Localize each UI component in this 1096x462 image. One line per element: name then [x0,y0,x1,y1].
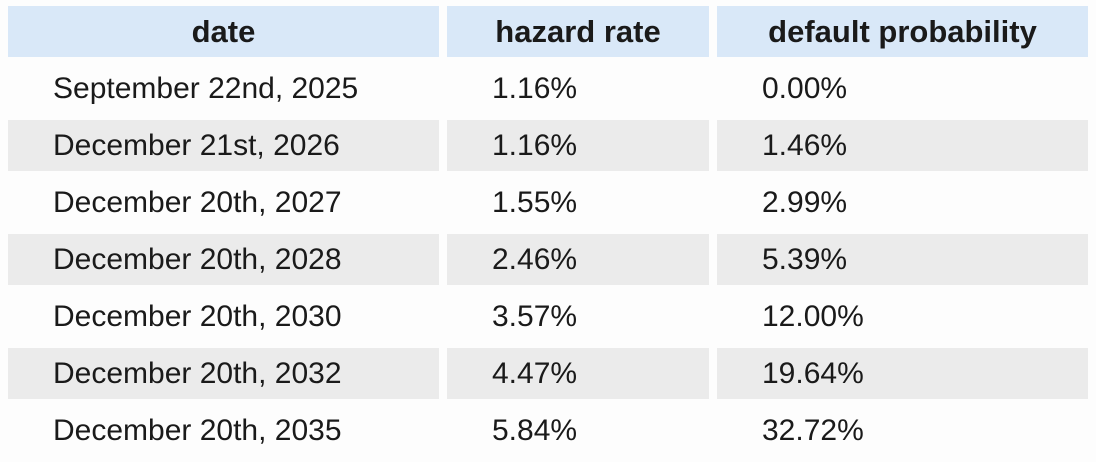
cell-hazard-rate: 5.84% [492,414,578,447]
cell-date: December 21st, 2026 [8,120,439,171]
cell-hazard-rate: 1.55% [492,186,578,219]
column-header-default-probability: default probability [717,6,1088,57]
table-body: September 22nd, 2025 1.16% 0.00% Decembe… [8,63,1088,456]
table-row: December 20th, 2035 5.84% 32.72% [8,405,1088,456]
column-header-hazard-rate: hazard rate [447,6,709,57]
cell-default-probability: 32.72% [762,414,864,447]
table-row: September 22nd, 2025 1.16% 0.00% [8,63,1088,114]
cell-default-probability: 19.64% [717,348,1088,399]
cell-hazard-rate: 1.16% [447,120,709,171]
cell-date: September 22nd, 2025 [53,72,359,105]
cell-hazard-rate: 4.47% [447,348,709,399]
table-row: December 21st, 2026 1.16% 1.46% [8,120,1088,171]
table-row: December 20th, 2032 4.47% 19.64% [8,348,1088,399]
cell-date: December 20th, 2028 [8,234,439,285]
table-row: December 20th, 2028 2.46% 5.39% [8,234,1088,285]
cell-date: December 20th, 2035 [53,414,342,447]
cell-default-probability: 5.39% [717,234,1088,285]
column-header-date: date [8,6,439,57]
header-row: date hazard rate default probability [8,6,1088,57]
cell-default-probability: 2.99% [762,186,848,219]
table-row: December 20th, 2027 1.55% 2.99% [8,177,1088,228]
cell-date: December 20th, 2027 [53,186,342,219]
cell-hazard-rate: 3.57% [492,300,578,333]
cell-default-probability: 12.00% [762,300,864,333]
table-row: December 20th, 2030 3.57% 12.00% [8,291,1088,342]
cell-date: December 20th, 2030 [53,300,342,333]
cell-default-probability: 0.00% [762,72,848,105]
cell-date: December 20th, 2032 [8,348,439,399]
cell-default-probability: 1.46% [717,120,1088,171]
cell-hazard-rate: 2.46% [447,234,709,285]
cell-hazard-rate: 1.16% [492,72,578,105]
